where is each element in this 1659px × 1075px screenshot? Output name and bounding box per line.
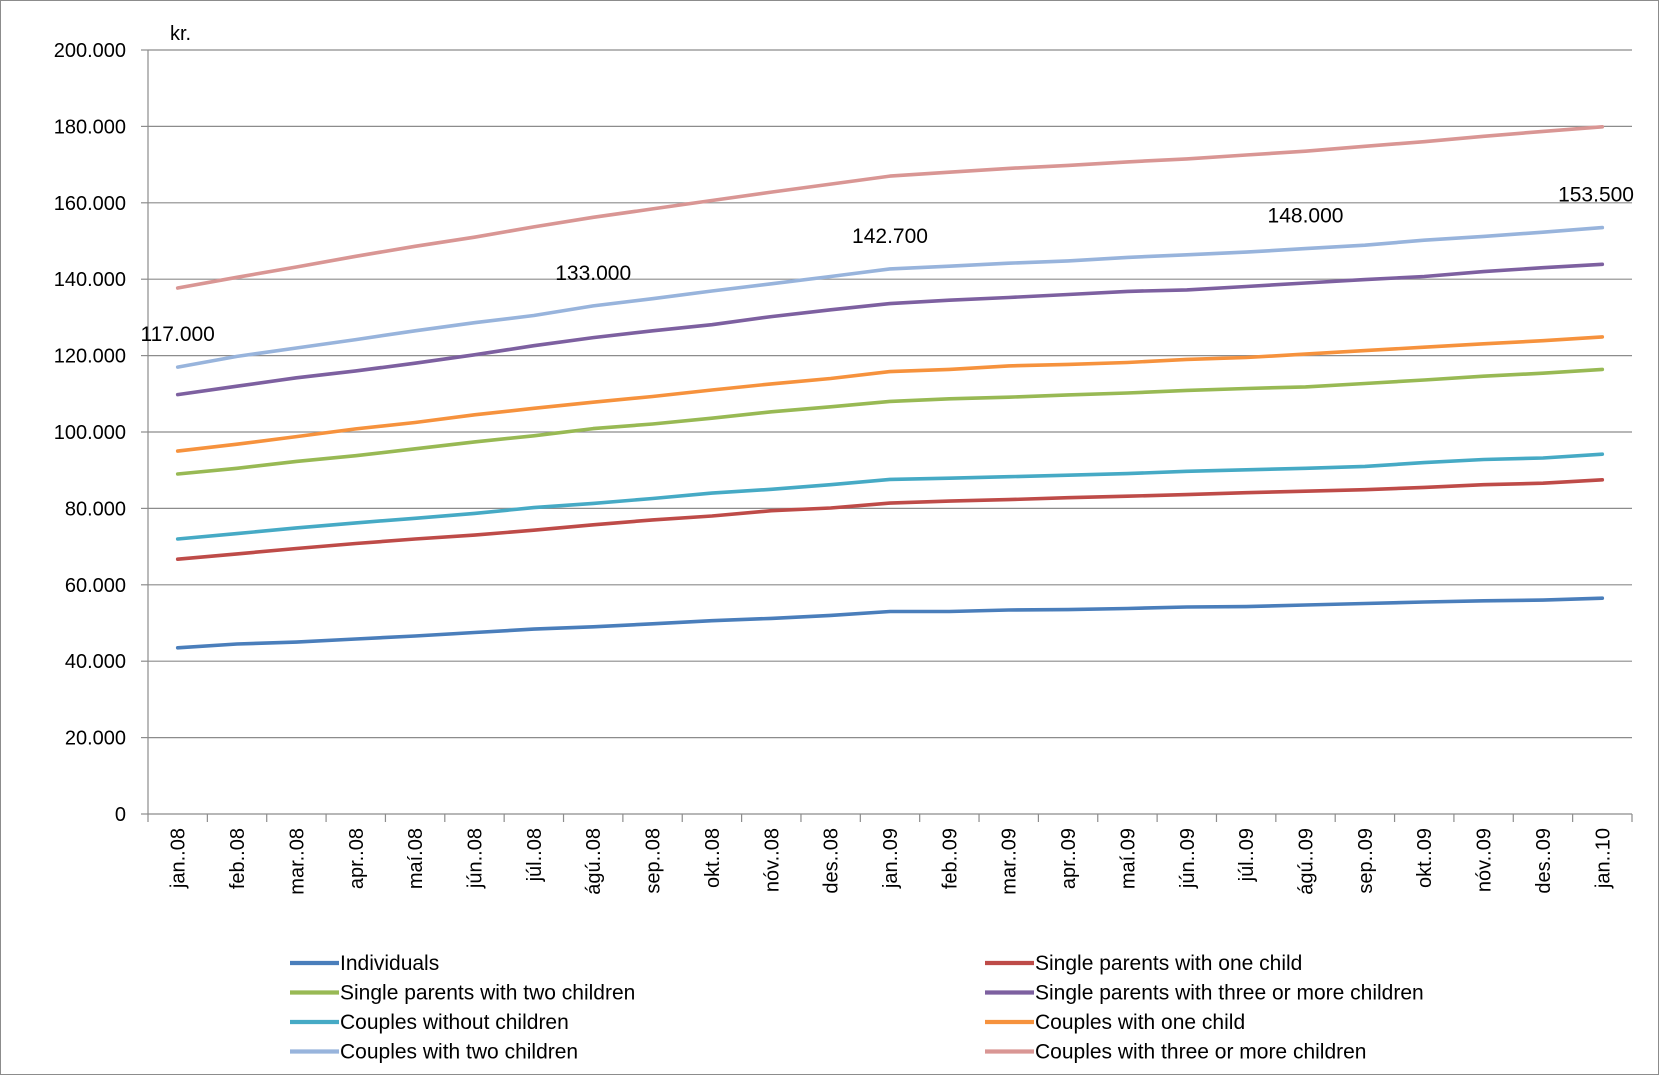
gridlines [148, 49, 1632, 739]
data-label: 117.000 [141, 323, 215, 346]
x-tick-label: mar..09 [999, 828, 1021, 895]
y-unit-label: kr. [170, 23, 191, 45]
x-tick-label: nóv..08 [761, 828, 783, 892]
x-tick-label: ágú..08 [583, 828, 605, 895]
x-tick-label: feb..09 [939, 828, 961, 889]
x-tick-label: apr..09 [1058, 828, 1080, 889]
annotations: 117.000 133.000 142.700 148.000 153.500 [141, 184, 1634, 346]
x-tick-label: des..09 [1533, 828, 1555, 894]
x-tick-label: ágú..09 [1296, 828, 1318, 895]
legend-label: Single parents with one child [1035, 952, 1302, 975]
series-line [175, 262, 1605, 397]
x-tick-label: jan..10 [1592, 828, 1614, 889]
x-tick-label: sep..09 [1355, 828, 1377, 894]
series-line [175, 335, 1605, 453]
axes: 0 20.000 40.000 60.000 80.000 100.000 120.000 1… [54, 23, 1633, 895]
data-label: 133.000 [555, 262, 631, 285]
x-tick-label: okt..09 [1414, 828, 1436, 888]
x-tick-label: mar..08 [286, 828, 308, 895]
x-tick-label: maí.09 [1117, 828, 1139, 889]
y-tick-label: 0 [115, 804, 126, 826]
x-tick-label: jan..08 [168, 828, 190, 889]
legend: Individuals Single parents with one child… [290, 952, 1424, 1064]
x-tick-label: sep..08 [643, 828, 665, 894]
y-tick-label: 40.000 [65, 651, 126, 673]
y-tick-label: 140.000 [54, 269, 126, 291]
series-line [175, 596, 1605, 650]
legend-label: Couples without children [340, 1011, 569, 1034]
y-tick-label: 160.000 [54, 193, 126, 215]
series-line [175, 125, 1605, 290]
legend-label: Single parents with three or more childr… [1035, 982, 1424, 1005]
series-line [175, 478, 1605, 561]
x-tick-label: apr..08 [346, 828, 368, 889]
series-lines [175, 125, 1605, 650]
x-tick-label: des..08 [821, 828, 843, 894]
data-label: 148.000 [1268, 205, 1344, 228]
x-tick-label: jan..09 [880, 828, 902, 889]
x-tick-label: nóv..09 [1474, 828, 1496, 892]
x-tick-label: júl..09 [1236, 828, 1258, 882]
series-line [175, 225, 1605, 369]
legend-label: Individuals [340, 952, 439, 975]
data-label: 142.700 [852, 225, 928, 248]
series-line [175, 367, 1605, 476]
x-tick-label: feb..08 [227, 828, 249, 889]
y-tick-label: 120.000 [54, 346, 126, 368]
x-tick-label: jún..08 [464, 828, 486, 889]
legend-label: Couples with two children [340, 1041, 578, 1064]
y-tick-label: 100.000 [54, 422, 126, 444]
y-tick-label: 20.000 [65, 728, 126, 750]
data-label: 153.500 [1558, 184, 1634, 207]
legend-label: Couples with three or more children [1035, 1041, 1367, 1064]
legend-label: Single parents with two children [340, 982, 635, 1005]
y-tick-label: 80.000 [65, 498, 126, 520]
x-tick-label: júl..08 [524, 828, 546, 882]
legend-label: Couples with one child [1035, 1011, 1245, 1034]
x-tick-label: jún..09 [1177, 828, 1199, 889]
y-tick-label: 200.000 [54, 40, 126, 62]
x-tick-label: maí.08 [405, 828, 427, 889]
series-line [175, 452, 1605, 541]
y-tick-label: 60.000 [65, 575, 126, 597]
x-tick-label: okt..08 [702, 828, 724, 888]
y-tick-label: 180.000 [54, 116, 126, 138]
